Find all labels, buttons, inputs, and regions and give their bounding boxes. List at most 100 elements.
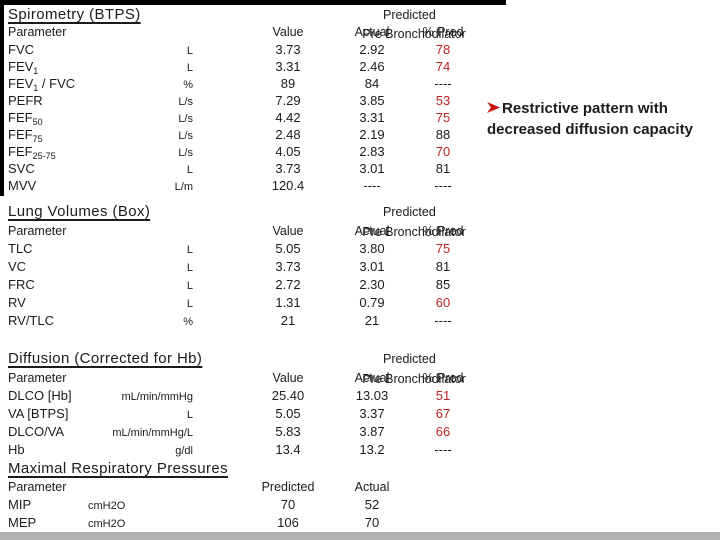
predicted-value: 3.31 [275, 59, 301, 74]
spirometry-subheader-row: Parameter Value Actual % Pred [0, 24, 500, 41]
pressures-section: Maximal Respiratory Pressures Parameter … [0, 460, 500, 532]
pressures-subheader-row: Parameter Predicted Actual [0, 478, 500, 496]
column-header-pct-pred: % Pred [422, 25, 464, 39]
parameter-name: SVC [8, 161, 35, 176]
column-header-parameter: Parameter [8, 25, 67, 39]
predicted-value: 89 [280, 76, 296, 91]
actual-value: 3.80 [359, 241, 385, 256]
pct-pred-value: ---- [434, 178, 452, 193]
pct-pred-value: ---- [434, 76, 452, 91]
parameter-unit: L/s [178, 130, 193, 142]
predicted-value: 70 [280, 497, 296, 512]
parameter-unit: L/s [178, 113, 193, 125]
parameter-unit: L [186, 244, 193, 256]
predicted-value: 2.48 [275, 127, 301, 142]
pressures-rows: MIP cmH2O 70 52 MEP cmH2O 106 70 [0, 496, 500, 532]
arrow-right-bullet-icon [487, 102, 500, 113]
parameter-unit: % [183, 79, 193, 91]
predicted-value: 5.05 [275, 406, 301, 421]
pct-pred-value: 75 [435, 241, 451, 256]
parameter-name: MEP [8, 515, 37, 530]
table-row: DLCO/VA mL/min/mmHg/L 5.83 3.87 66 [0, 423, 500, 441]
table-row: RV/TLC % 21 21 ---- [0, 312, 500, 330]
annotation-text: Restrictive pattern with decreased diffu… [487, 100, 693, 138]
parameter-name: FEV1 / FVC [8, 76, 76, 93]
spirometry-title: Spirometry (BTPS) [8, 6, 141, 23]
column-header-pct-pred: % Pred [422, 224, 464, 238]
pct-pred-value: 51 [435, 388, 451, 403]
column-header-actual: Actual [354, 480, 390, 494]
table-row: FEF50 L/s 4.42 3.31 75 [0, 109, 500, 127]
pressures-header-row: Maximal Respiratory Pressures [0, 460, 500, 478]
predicted-value: 4.42 [275, 110, 301, 125]
parameter-name: DLCO [Hb] [8, 388, 72, 403]
actual-value: 3.37 [359, 406, 385, 421]
column-header-predicted: Predicted [383, 205, 436, 219]
table-row: FEF75 L/s 2.48 2.19 88 [0, 126, 500, 144]
predicted-value: 5.05 [275, 241, 301, 256]
parameter-unit: L [186, 409, 193, 421]
spirometry-header-row: Spirometry (BTPS) Predicted Pre Bronchod… [0, 5, 500, 41]
parameter-name: FEF75 [8, 127, 43, 144]
table-row: FVC L 3.73 2.92 78 [0, 41, 500, 58]
parameter-unit: L [186, 45, 193, 57]
column-header-pre-bronchodilator: Pre Bronchodilator [362, 27, 466, 41]
predicted-value: 2.72 [275, 277, 301, 292]
parameter-name: TLC [8, 241, 33, 256]
actual-value: 3.31 [359, 110, 385, 125]
actual-value: 0.79 [359, 295, 385, 310]
parameter-unit: mL/min/mmHg [121, 391, 193, 403]
actual-value: ---- [363, 178, 381, 193]
pct-pred-value: ---- [434, 313, 452, 328]
diffusion-title: Diffusion (Corrected for Hb) [8, 350, 203, 367]
pct-pred-value: 67 [435, 406, 451, 421]
parameter-unit: % [183, 316, 193, 328]
column-header-predicted: Predicted [261, 480, 315, 494]
column-header-value: Value [272, 25, 304, 39]
column-header-actual: Actual [354, 224, 390, 238]
actual-value: 2.83 [359, 144, 385, 159]
parameter-unit: L [186, 280, 193, 292]
predicted-value: 13.4 [275, 442, 301, 457]
parameter-unit: L/s [178, 147, 193, 159]
diffusion-subheader-row: Parameter Value Actual % Pred [0, 369, 500, 387]
column-header-predicted: Predicted [383, 352, 436, 366]
diffusion-section: Diffusion (Corrected for Hb) Predicted P… [0, 349, 500, 459]
actual-value: 3.01 [359, 161, 385, 176]
column-header-value: Value [272, 224, 304, 238]
lung-volumes-section: Lung Volumes (Box) Predicted Pre Broncho… [0, 202, 500, 330]
parameter-name: Hb [8, 442, 25, 457]
parameter-name: MVV [8, 178, 37, 193]
parameter-name: PEFR [8, 93, 43, 108]
pressures-title: Maximal Respiratory Pressures [8, 460, 228, 477]
pct-pred-value: 70 [435, 144, 451, 159]
pct-pred-value: 81 [435, 259, 451, 274]
actual-value: 2.30 [359, 277, 385, 292]
actual-value: 3.01 [359, 259, 385, 274]
table-row: FRC L 2.72 2.30 85 [0, 276, 500, 294]
table-row: PEFR L/s 7.29 3.85 53 [0, 92, 500, 109]
pct-pred-value: 74 [435, 59, 451, 74]
predicted-value: 5.83 [275, 424, 301, 439]
actual-value: 21 [364, 313, 380, 328]
predicted-value: 7.29 [275, 93, 301, 108]
lung-volumes-subheader-row: Parameter Value Actual % Pred [0, 222, 500, 240]
column-header-parameter: Parameter [8, 224, 67, 238]
parameter-unit: g/dl [175, 445, 193, 457]
actual-value: 13.03 [355, 388, 389, 403]
spirometry-section: Spirometry (BTPS) Predicted Pre Bronchod… [0, 5, 500, 194]
pct-pred-value: 85 [435, 277, 451, 292]
actual-value: 2.46 [359, 59, 385, 74]
actual-value: 13.2 [359, 442, 385, 457]
column-header-actual: Actual [354, 371, 390, 385]
table-row: MVV L/m 120.4 ---- ---- [0, 177, 500, 194]
parameter-unit: L [186, 164, 193, 176]
parameter-name: FRC [8, 277, 35, 292]
parameter-name: FEF25-75 [8, 144, 56, 161]
predicted-value: 1.31 [275, 295, 301, 310]
column-header-pre-bronchodilator: Pre Bronchodilator [362, 225, 466, 239]
table-row: MIP cmH2O 70 52 [0, 496, 500, 514]
annotation-text-block: Restrictive pattern with decreased diffu… [487, 98, 717, 140]
parameter-unit: L/m [174, 181, 193, 193]
pct-pred-value: 88 [435, 127, 451, 142]
